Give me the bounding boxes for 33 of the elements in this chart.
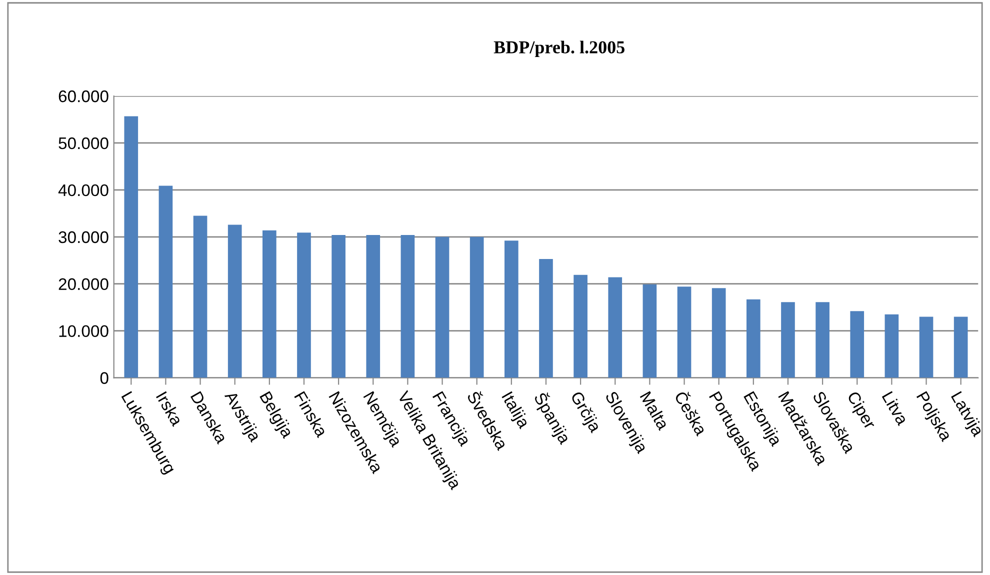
bar xyxy=(574,274,588,378)
bar xyxy=(435,236,450,378)
bar xyxy=(746,299,760,378)
y-tick-label: 60.000 xyxy=(58,90,108,102)
bar xyxy=(642,284,657,378)
y-tick-label: 30.000 xyxy=(58,231,108,244)
y-tick-label: 10.000 xyxy=(59,325,108,338)
bar xyxy=(470,236,484,378)
bar xyxy=(608,277,622,378)
bar xyxy=(297,232,311,378)
y-tick-label: 0 xyxy=(100,372,108,384)
bar xyxy=(124,116,138,378)
bar xyxy=(366,235,380,378)
bar xyxy=(884,314,899,378)
bar xyxy=(850,311,864,378)
bar xyxy=(677,286,692,378)
bar xyxy=(262,230,276,378)
bar xyxy=(158,186,173,378)
bar xyxy=(193,216,208,378)
chart-title: BDP/preb. l.2005 xyxy=(494,40,624,58)
y-tick-label: 20.000 xyxy=(58,278,108,290)
bar xyxy=(919,316,934,378)
y-tick-label: 50.000 xyxy=(58,137,108,150)
bar xyxy=(712,288,726,378)
y-tick-label: 40.000 xyxy=(58,184,108,196)
bar xyxy=(781,302,795,378)
bar xyxy=(954,316,968,378)
bar xyxy=(228,224,242,378)
bar xyxy=(816,302,830,378)
bar xyxy=(332,235,346,378)
bar xyxy=(504,240,518,378)
bar xyxy=(539,258,553,378)
bar xyxy=(400,235,415,378)
